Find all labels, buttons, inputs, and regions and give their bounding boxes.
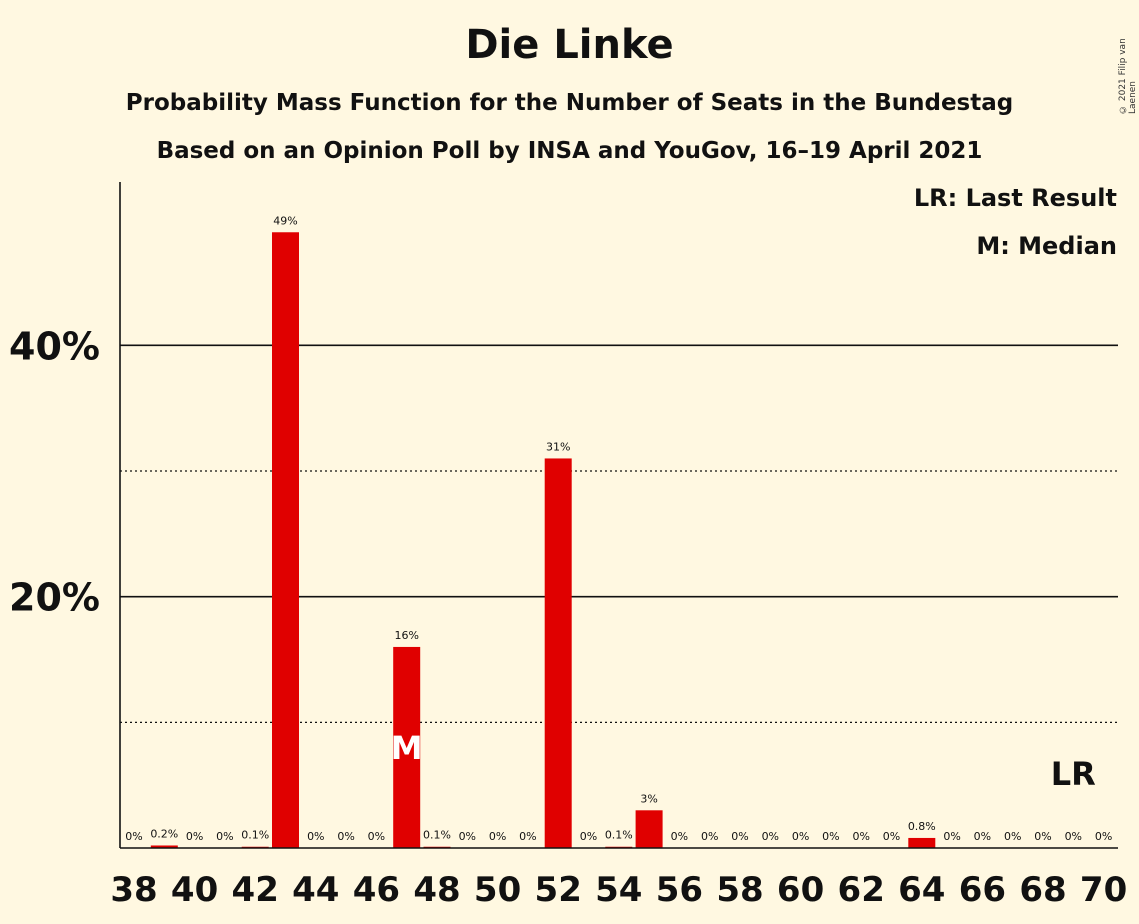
data-label: 0% bbox=[489, 830, 506, 843]
legend-median: M: Median bbox=[976, 232, 1117, 260]
x-tick-label: 66 bbox=[959, 870, 1006, 910]
y-tick-label: 20% bbox=[9, 576, 100, 620]
data-label: 0% bbox=[519, 830, 536, 843]
x-tick-label: 56 bbox=[656, 870, 703, 910]
data-label: 0% bbox=[186, 830, 203, 843]
x-tick-label: 50 bbox=[474, 870, 521, 910]
data-label: 0% bbox=[943, 830, 960, 843]
bar bbox=[635, 810, 663, 848]
data-label: 0% bbox=[459, 830, 476, 843]
x-tick-label: 70 bbox=[1080, 870, 1127, 910]
data-label: 0% bbox=[701, 830, 718, 843]
data-label: 0% bbox=[671, 830, 688, 843]
data-label: 0% bbox=[762, 830, 779, 843]
x-tick-label: 58 bbox=[716, 870, 763, 910]
chart-title: Die Linke bbox=[465, 22, 674, 68]
data-label: 16% bbox=[394, 629, 418, 642]
chart-subtitle-poll: Based on an Opinion Poll by INSA and You… bbox=[156, 138, 983, 164]
data-label: 0% bbox=[216, 830, 233, 843]
data-label: 0% bbox=[792, 830, 809, 843]
chart-subtitle: Probability Mass Function for the Number… bbox=[125, 90, 1014, 116]
bar bbox=[272, 232, 299, 848]
last-result-marker: LR bbox=[1051, 755, 1096, 793]
x-tick-label: 54 bbox=[595, 870, 642, 910]
data-label: 0% bbox=[125, 830, 142, 843]
y-tick-label: 40% bbox=[9, 324, 100, 368]
data-label: 0.1% bbox=[241, 829, 269, 842]
x-tick-label: 52 bbox=[535, 870, 582, 910]
data-label: 0.1% bbox=[423, 829, 451, 842]
legend-last-result: LR: Last Result bbox=[913, 184, 1117, 212]
data-label: 0.8% bbox=[908, 820, 936, 833]
x-tick-label: 68 bbox=[1019, 870, 1066, 910]
x-tick-label: 46 bbox=[353, 870, 400, 910]
data-label: 49% bbox=[273, 214, 297, 227]
data-label: 0% bbox=[307, 830, 324, 843]
x-tick-label: 42 bbox=[232, 870, 279, 910]
data-label: 0.2% bbox=[150, 827, 178, 840]
data-label: 0% bbox=[731, 830, 748, 843]
data-label: 0% bbox=[1095, 830, 1112, 843]
median-marker: M bbox=[391, 729, 423, 767]
data-label: 0% bbox=[822, 830, 839, 843]
data-label: 3% bbox=[640, 792, 657, 805]
bar bbox=[544, 458, 572, 848]
x-tick-label: 62 bbox=[838, 870, 885, 910]
x-tick-label: 40 bbox=[171, 870, 218, 910]
x-tick-label: 38 bbox=[110, 870, 157, 910]
x-tick-label: 48 bbox=[413, 870, 460, 910]
bar bbox=[393, 646, 421, 848]
data-label: 0% bbox=[368, 830, 385, 843]
data-label: 0% bbox=[580, 830, 597, 843]
x-tick-label: 60 bbox=[777, 870, 824, 910]
data-label: 0% bbox=[1065, 830, 1082, 843]
data-label: 0.1% bbox=[605, 829, 633, 842]
data-label: 0% bbox=[1004, 830, 1021, 843]
data-label: 0% bbox=[974, 830, 991, 843]
data-label: 0% bbox=[337, 830, 354, 843]
data-label: 0% bbox=[883, 830, 900, 843]
data-label: 31% bbox=[546, 440, 570, 453]
data-label: 0% bbox=[852, 830, 869, 843]
bar bbox=[908, 837, 936, 848]
bar bbox=[150, 845, 178, 848]
x-tick-label: 44 bbox=[292, 870, 339, 910]
x-tick-label: 64 bbox=[898, 870, 945, 910]
data-label: 0% bbox=[1034, 830, 1051, 843]
